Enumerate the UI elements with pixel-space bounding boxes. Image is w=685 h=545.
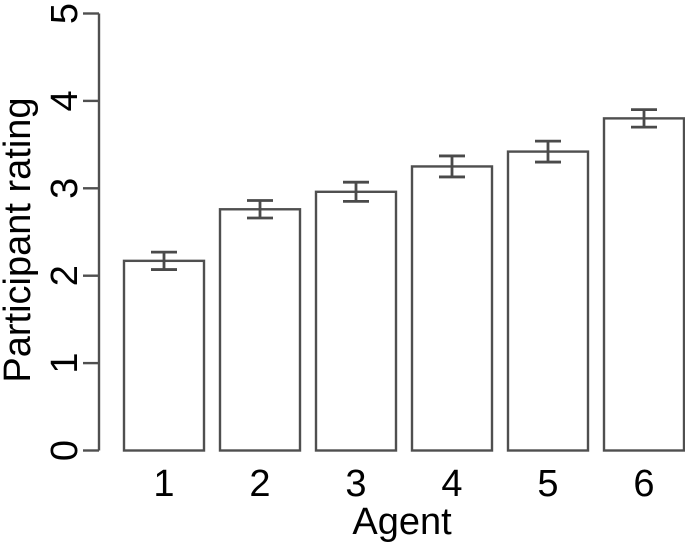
y-axis-tick-label: 0 bbox=[44, 440, 86, 461]
bar bbox=[602, 117, 685, 452]
y-axis-tick-label: 4 bbox=[44, 90, 86, 111]
y-axis-title: Participant rating bbox=[0, 97, 39, 382]
x-category-label: 1 bbox=[153, 463, 174, 505]
bar bbox=[314, 190, 398, 452]
y-axis-tick-label: 2 bbox=[44, 265, 86, 286]
y-axis-tick-label: 1 bbox=[44, 353, 86, 374]
plot-area: 0 1 2 3 4 5 1 2 3 4 5 6 bbox=[44, 3, 685, 505]
x-category-label: 6 bbox=[633, 463, 654, 505]
bar bbox=[122, 259, 206, 452]
x-axis-title: Agent bbox=[352, 501, 452, 543]
y-axis-tick-label: 3 bbox=[44, 178, 86, 199]
x-category-label: 5 bbox=[537, 463, 558, 505]
bar bbox=[506, 150, 590, 452]
x-category-label: 2 bbox=[249, 463, 270, 505]
x-category-label: 3 bbox=[345, 463, 366, 505]
bar bbox=[218, 208, 302, 452]
bar bbox=[410, 165, 494, 452]
x-category-label: 4 bbox=[441, 463, 462, 505]
y-axis-tick-label: 5 bbox=[44, 3, 86, 24]
